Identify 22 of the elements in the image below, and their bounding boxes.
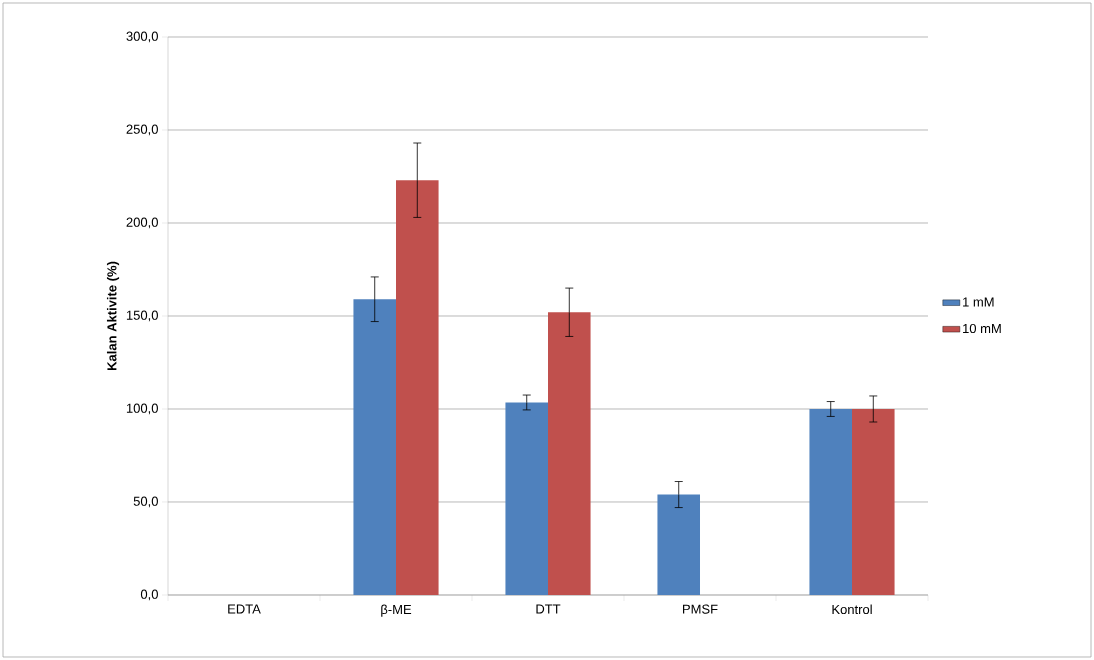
bar [548,312,591,595]
bar [353,299,397,595]
legend-label: 1 mM [963,297,994,307]
y-tick-label: 0,0 [140,589,158,601]
x-tick-label: DTT [536,604,561,614]
y-tick-label: 200,0 [126,217,158,229]
legend-label: 10 mM [963,323,1001,334]
y-tick-label: 150,0 [126,310,158,322]
bar [852,408,895,595]
y-tick-label: 50,0 [133,496,158,508]
y-tick-label: 300,0 [126,31,158,43]
bar [396,180,439,595]
x-tick-label: β-ME [381,604,412,617]
y-tick-label: 100,0 [126,403,158,415]
x-tick-label: Kontrol [832,604,872,615]
y-axis-title: Kalan Aktivite (%) [106,261,120,371]
bar [505,402,549,595]
x-tick-label: PMSF [683,604,718,614]
bar [809,408,852,595]
bar [657,494,700,595]
y-tick-label: 250,0 [126,124,158,136]
x-tick-label: EDTA [228,604,261,614]
